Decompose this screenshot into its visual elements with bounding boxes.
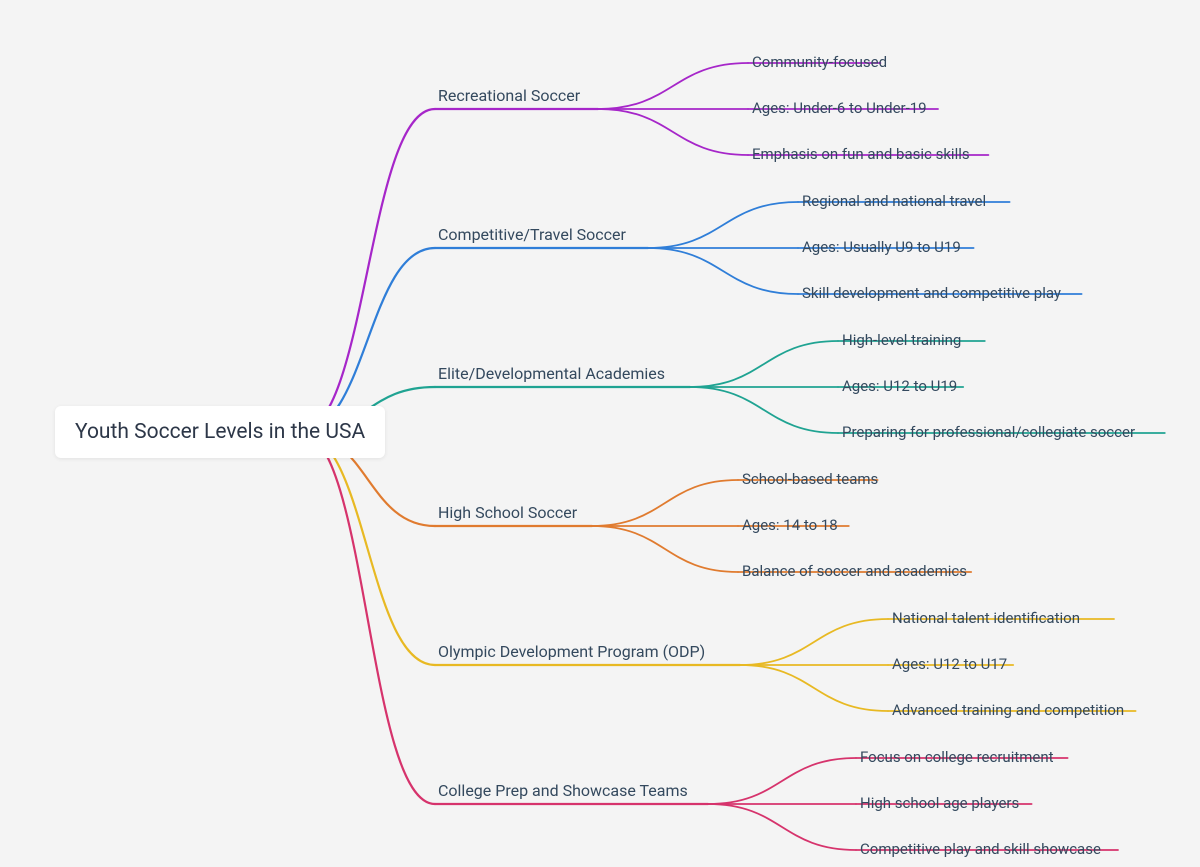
mindmap-canvas: Youth Soccer Levels in the USA Recreatio… xyxy=(0,0,1200,867)
leaf-label: Focus on college recruitment xyxy=(860,748,1054,766)
leaf-label: Ages: U12 to U19 xyxy=(842,377,957,395)
leaf-label: Ages: Under-6 to Under-19 xyxy=(752,99,927,117)
branch-label: Olympic Development Program (ODP) xyxy=(438,642,705,661)
leaf-label: High school age players xyxy=(860,794,1019,812)
leaf-label: Preparing for professional/collegiate so… xyxy=(842,423,1135,441)
leaf-label: Emphasis on fun and basic skills xyxy=(752,145,970,163)
leaf-label: Ages: 14 to 18 xyxy=(742,516,838,534)
leaf-label: High-level training xyxy=(842,331,961,349)
branch-label: Elite/Developmental Academies xyxy=(438,364,665,383)
branch-label: Recreational Soccer xyxy=(438,86,580,105)
branch-label: High School Soccer xyxy=(438,503,577,522)
leaf-label: Advanced training and competition xyxy=(892,701,1124,719)
leaf-label: Ages: Usually U9 to U19 xyxy=(802,238,961,256)
branch-label: College Prep and Showcase Teams xyxy=(438,781,688,800)
leaf-label: Community-focused xyxy=(752,53,887,71)
leaf-label: School-based teams xyxy=(742,470,878,488)
branch-label: Competitive/Travel Soccer xyxy=(438,225,626,244)
leaf-label: Balance of soccer and academics xyxy=(742,562,967,580)
leaf-label: National talent identification xyxy=(892,609,1080,627)
root-label: Youth Soccer Levels in the USA xyxy=(75,420,365,444)
leaf-label: Skill development and competitive play xyxy=(802,284,1061,302)
leaf-label: Regional and national travel xyxy=(802,192,986,210)
leaf-label: Competitive play and skill showcase xyxy=(860,840,1101,858)
root-node: Youth Soccer Levels in the USA xyxy=(55,406,385,458)
leaf-label: Ages: U12 to U17 xyxy=(892,655,1007,673)
